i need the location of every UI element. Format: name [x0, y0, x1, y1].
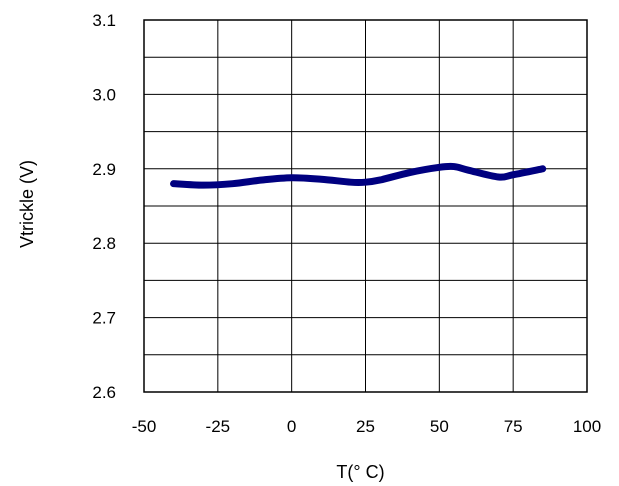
- series-layer: [170, 162, 547, 189]
- y-tick-label: 3.0: [92, 85, 116, 104]
- grid: [144, 20, 587, 392]
- x-axis-title: T(° C): [336, 462, 384, 482]
- x-tick-label: -50: [132, 417, 157, 436]
- x-tick-label: 25: [356, 417, 375, 436]
- x-tick-label: 50: [430, 417, 449, 436]
- y-tick-label: 2.9: [92, 160, 116, 179]
- y-tick-label: 2.8: [92, 234, 116, 253]
- x-tick-label: -25: [206, 417, 231, 436]
- y-tick-label: 2.7: [92, 309, 116, 328]
- x-tick-label: 0: [287, 417, 296, 436]
- x-tick-label: 100: [573, 417, 601, 436]
- x-tick-label: 75: [504, 417, 523, 436]
- x-tick-labels: -50 -25 0 25 50 75 100: [132, 417, 601, 436]
- y-tick-labels: 3.1 3.0 2.9 2.8 2.7 2.6: [92, 11, 116, 402]
- y-tick-label: 2.6: [92, 383, 116, 402]
- plot-frame: [143, 19, 588, 393]
- series-line: [170, 162, 547, 189]
- y-tick-label: 3.1: [92, 11, 116, 30]
- y-axis-title: Vtrickle (V): [17, 160, 37, 248]
